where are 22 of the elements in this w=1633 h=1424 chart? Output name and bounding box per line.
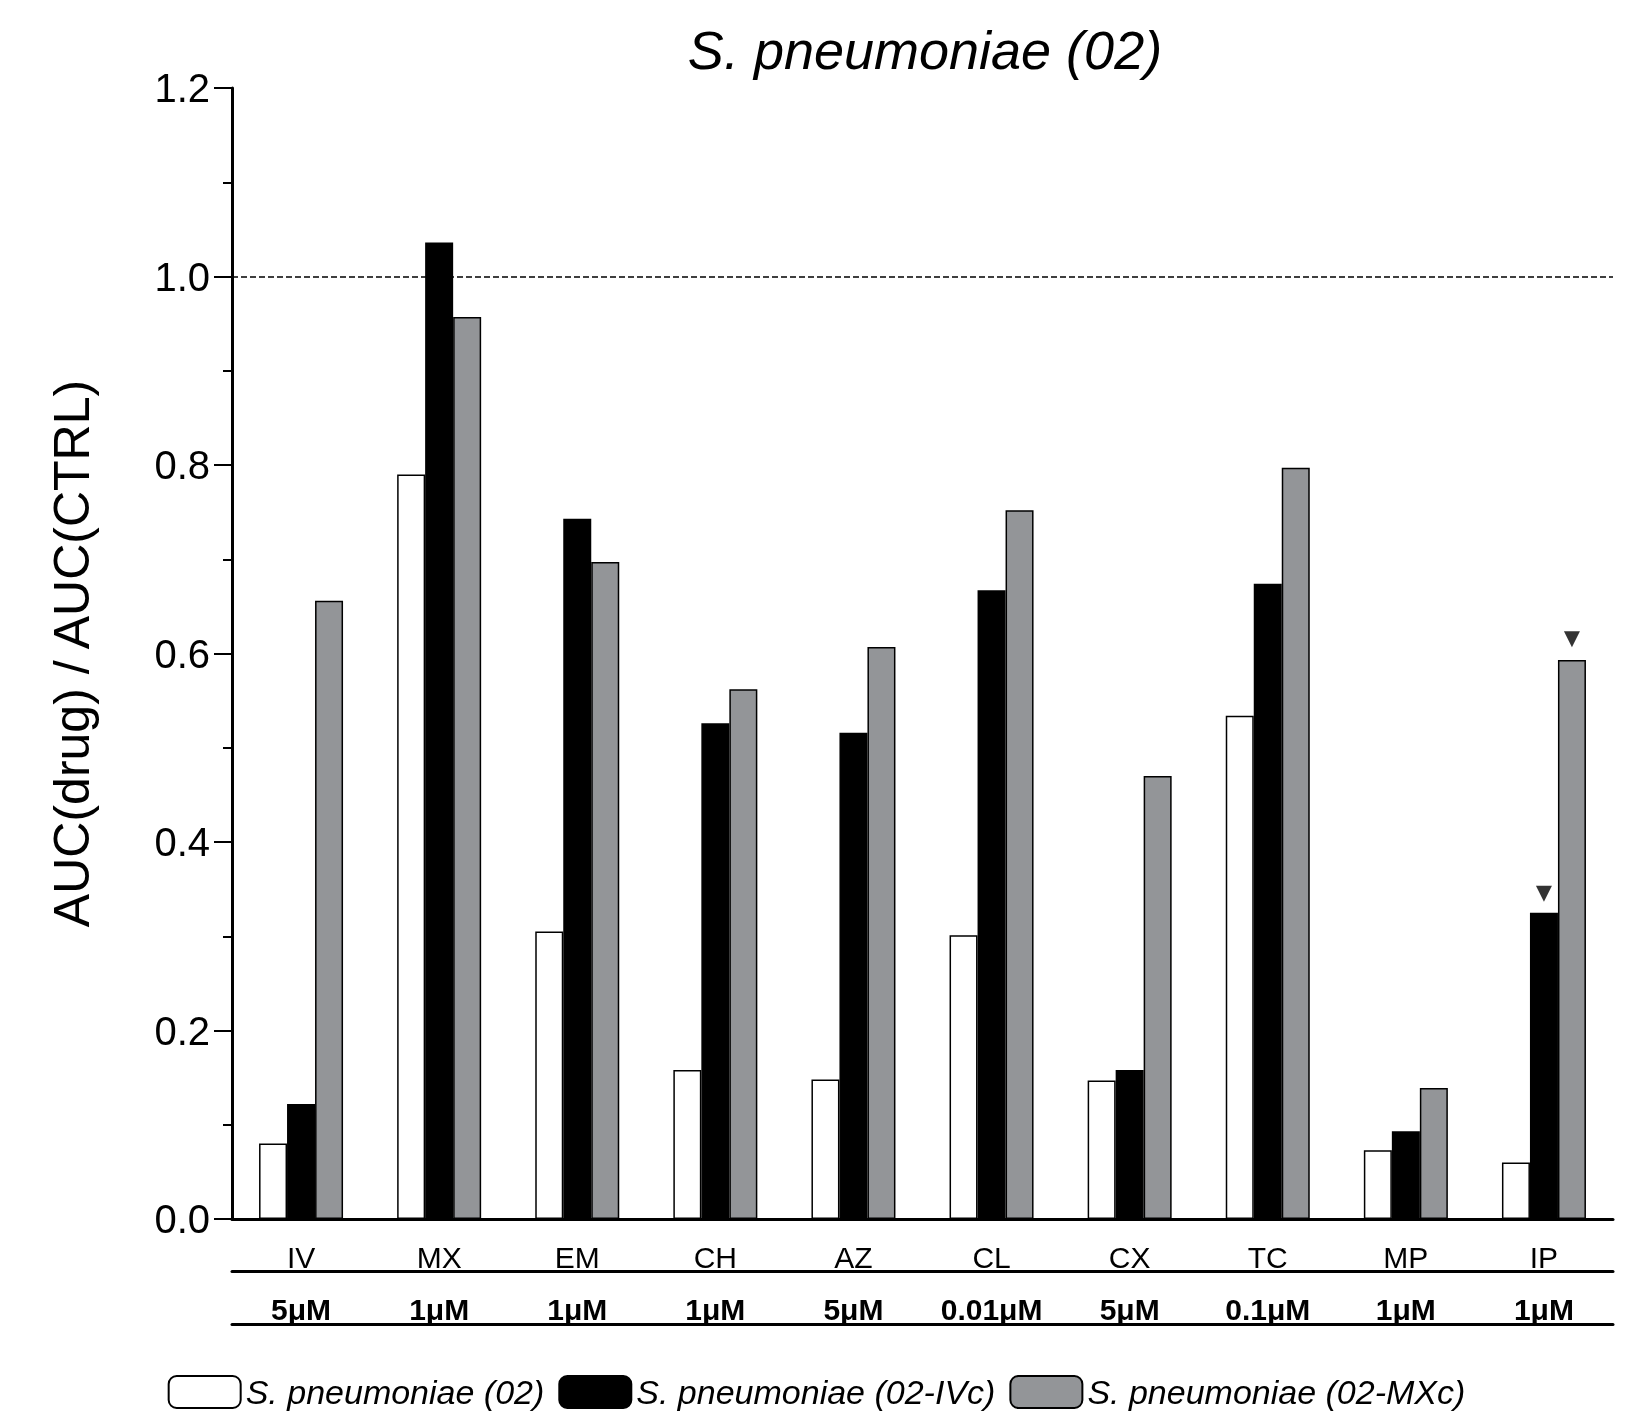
x-tick-label: MP 1μM: [1375, 1240, 1436, 1326]
x-tick-label: EM 1μM: [547, 1240, 608, 1326]
y-tick-label: 0.2: [154, 1008, 210, 1053]
x-tick-label: TC 0.1μM: [1225, 1240, 1311, 1326]
x-tick-label: AZ 5μM: [823, 1240, 884, 1326]
x-tick-label: IV 5μM: [271, 1240, 332, 1326]
y-tick-label: 1.0: [154, 254, 210, 299]
x-tick-label: CH 1μM: [685, 1240, 746, 1326]
x-tick-label: IP 1μM: [1513, 1240, 1574, 1326]
x-tick-label: CX 5μM: [1099, 1240, 1160, 1326]
y-tick-label: 0.0: [154, 1197, 210, 1241]
x-tick-label: MX 1μM: [409, 1240, 470, 1326]
y-tick-label: 1.2: [154, 66, 210, 110]
legend-label: S. pneumoniae (02): [245, 1373, 545, 1411]
x-tick-label: CL 0.01μM: [940, 1240, 1043, 1326]
y-tick-label: 0.4: [154, 820, 210, 864]
legend-label: S. pneumoniae (02-MXc): [1087, 1373, 1466, 1411]
y-tick-label: 0.8: [154, 443, 210, 487]
y-tick-label: 0.6: [154, 631, 210, 676]
y-axis-title: AUC(drug) / AUC(CTRL): [44, 379, 100, 928]
chart-title: S. pneumoniae (02): [687, 20, 1163, 80]
legend-label: S. pneumoniae (02-IVc): [636, 1373, 996, 1411]
